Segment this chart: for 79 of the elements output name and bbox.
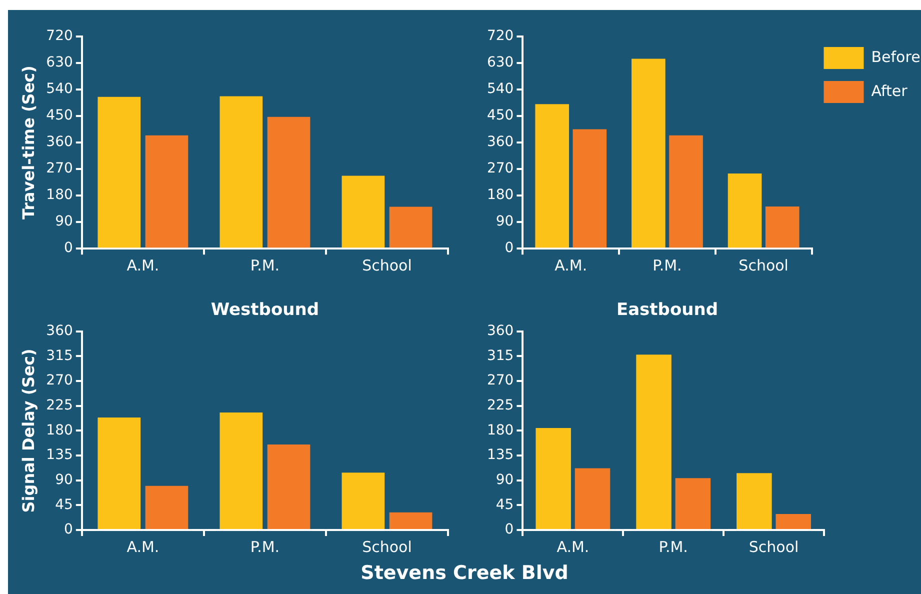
x-tick-label: P.M. [652, 256, 682, 274]
y-tick-label: 270 [486, 160, 514, 177]
bar [220, 96, 263, 248]
y-tick-label: 630 [46, 54, 73, 71]
x-tick-label: School [738, 256, 788, 274]
y-tick-label: 0 [64, 522, 73, 538]
y-tick-label: 630 [486, 54, 514, 71]
y-tick-label: 270 [486, 372, 514, 389]
y-tick-label: 0 [504, 522, 514, 538]
bar [765, 206, 800, 248]
y-tick-label: 180 [46, 422, 73, 438]
y-tick-label: 225 [486, 398, 514, 414]
y-tick-label: 450 [486, 108, 514, 124]
y-axis-title: Travel-time (Sec) [18, 66, 38, 220]
bar [675, 478, 711, 529]
y-tick-label: 540 [486, 81, 514, 98]
y-axis-title: Signal Delay (Sec) [18, 348, 38, 513]
x-tick-label: A.M. [126, 256, 160, 274]
y-tick-label: 45 [496, 496, 514, 513]
y-tick-label: 180 [486, 187, 514, 204]
text: Stevens Creek Blvd [360, 562, 570, 584]
y-tick-label: 270 [46, 160, 73, 177]
y-tick-label: 360 [46, 134, 73, 150]
y-tick-label: 450 [46, 108, 73, 124]
bar [636, 354, 672, 529]
x-tick-label: P.M. [658, 538, 688, 556]
bar [776, 514, 811, 529]
x-tick-label: A.M. [554, 256, 588, 274]
bar [572, 129, 607, 248]
y-tick-label: 135 [486, 447, 514, 464]
y-tick-label: 540 [46, 81, 73, 98]
y-tick-label: 180 [486, 422, 514, 438]
legend-label: Before [871, 48, 920, 66]
y-tick-label: 270 [46, 372, 73, 389]
x-axis-title: Eastbound [616, 300, 718, 320]
bar [728, 173, 762, 248]
bar [669, 135, 703, 248]
y-tick-label: 720 [46, 28, 73, 44]
bar [267, 116, 310, 248]
bar [736, 473, 772, 529]
y-tick-label: 315 [46, 348, 73, 364]
y-tick-label: 720 [486, 28, 514, 44]
y-tick-label: 0 [64, 240, 73, 256]
y-tick-label: 90 [496, 472, 514, 488]
y-tick-label: 225 [46, 398, 73, 414]
bar [535, 104, 570, 248]
bar [98, 417, 141, 529]
y-tick-label: 0 [504, 240, 514, 256]
x-axis-title: Westbound [210, 300, 320, 320]
bar [536, 428, 571, 529]
bar [145, 135, 188, 248]
y-tick-label: 360 [46, 323, 73, 340]
y-tick-label: 180 [46, 187, 73, 204]
bar [342, 176, 385, 248]
bar [267, 444, 310, 529]
x-tick-label: A.M. [556, 538, 590, 556]
y-tick-label: 45 [55, 496, 73, 513]
legend-label: After [871, 82, 908, 100]
bar [389, 206, 432, 248]
y-tick-label: 360 [486, 323, 514, 340]
x-tick-label: A.M. [126, 538, 160, 556]
bar [389, 512, 432, 529]
bar [220, 412, 263, 529]
y-tick-label: 315 [486, 348, 514, 364]
y-tick-label: 90 [55, 214, 73, 230]
x-tick-label: P.M. [250, 256, 280, 274]
bar [145, 486, 188, 529]
y-tick-label: 90 [496, 214, 514, 230]
x-tick-label: School [748, 538, 799, 556]
bar [574, 468, 610, 529]
bar [342, 472, 385, 529]
bar [632, 58, 666, 248]
bar [98, 96, 141, 248]
x-tick-label: P.M. [250, 538, 280, 556]
y-tick-label: 135 [46, 447, 73, 464]
y-tick-label: 90 [55, 472, 73, 488]
x-tick-label: School [362, 538, 412, 556]
x-tick-label: School [362, 256, 412, 274]
y-tick-label: 360 [486, 134, 514, 150]
